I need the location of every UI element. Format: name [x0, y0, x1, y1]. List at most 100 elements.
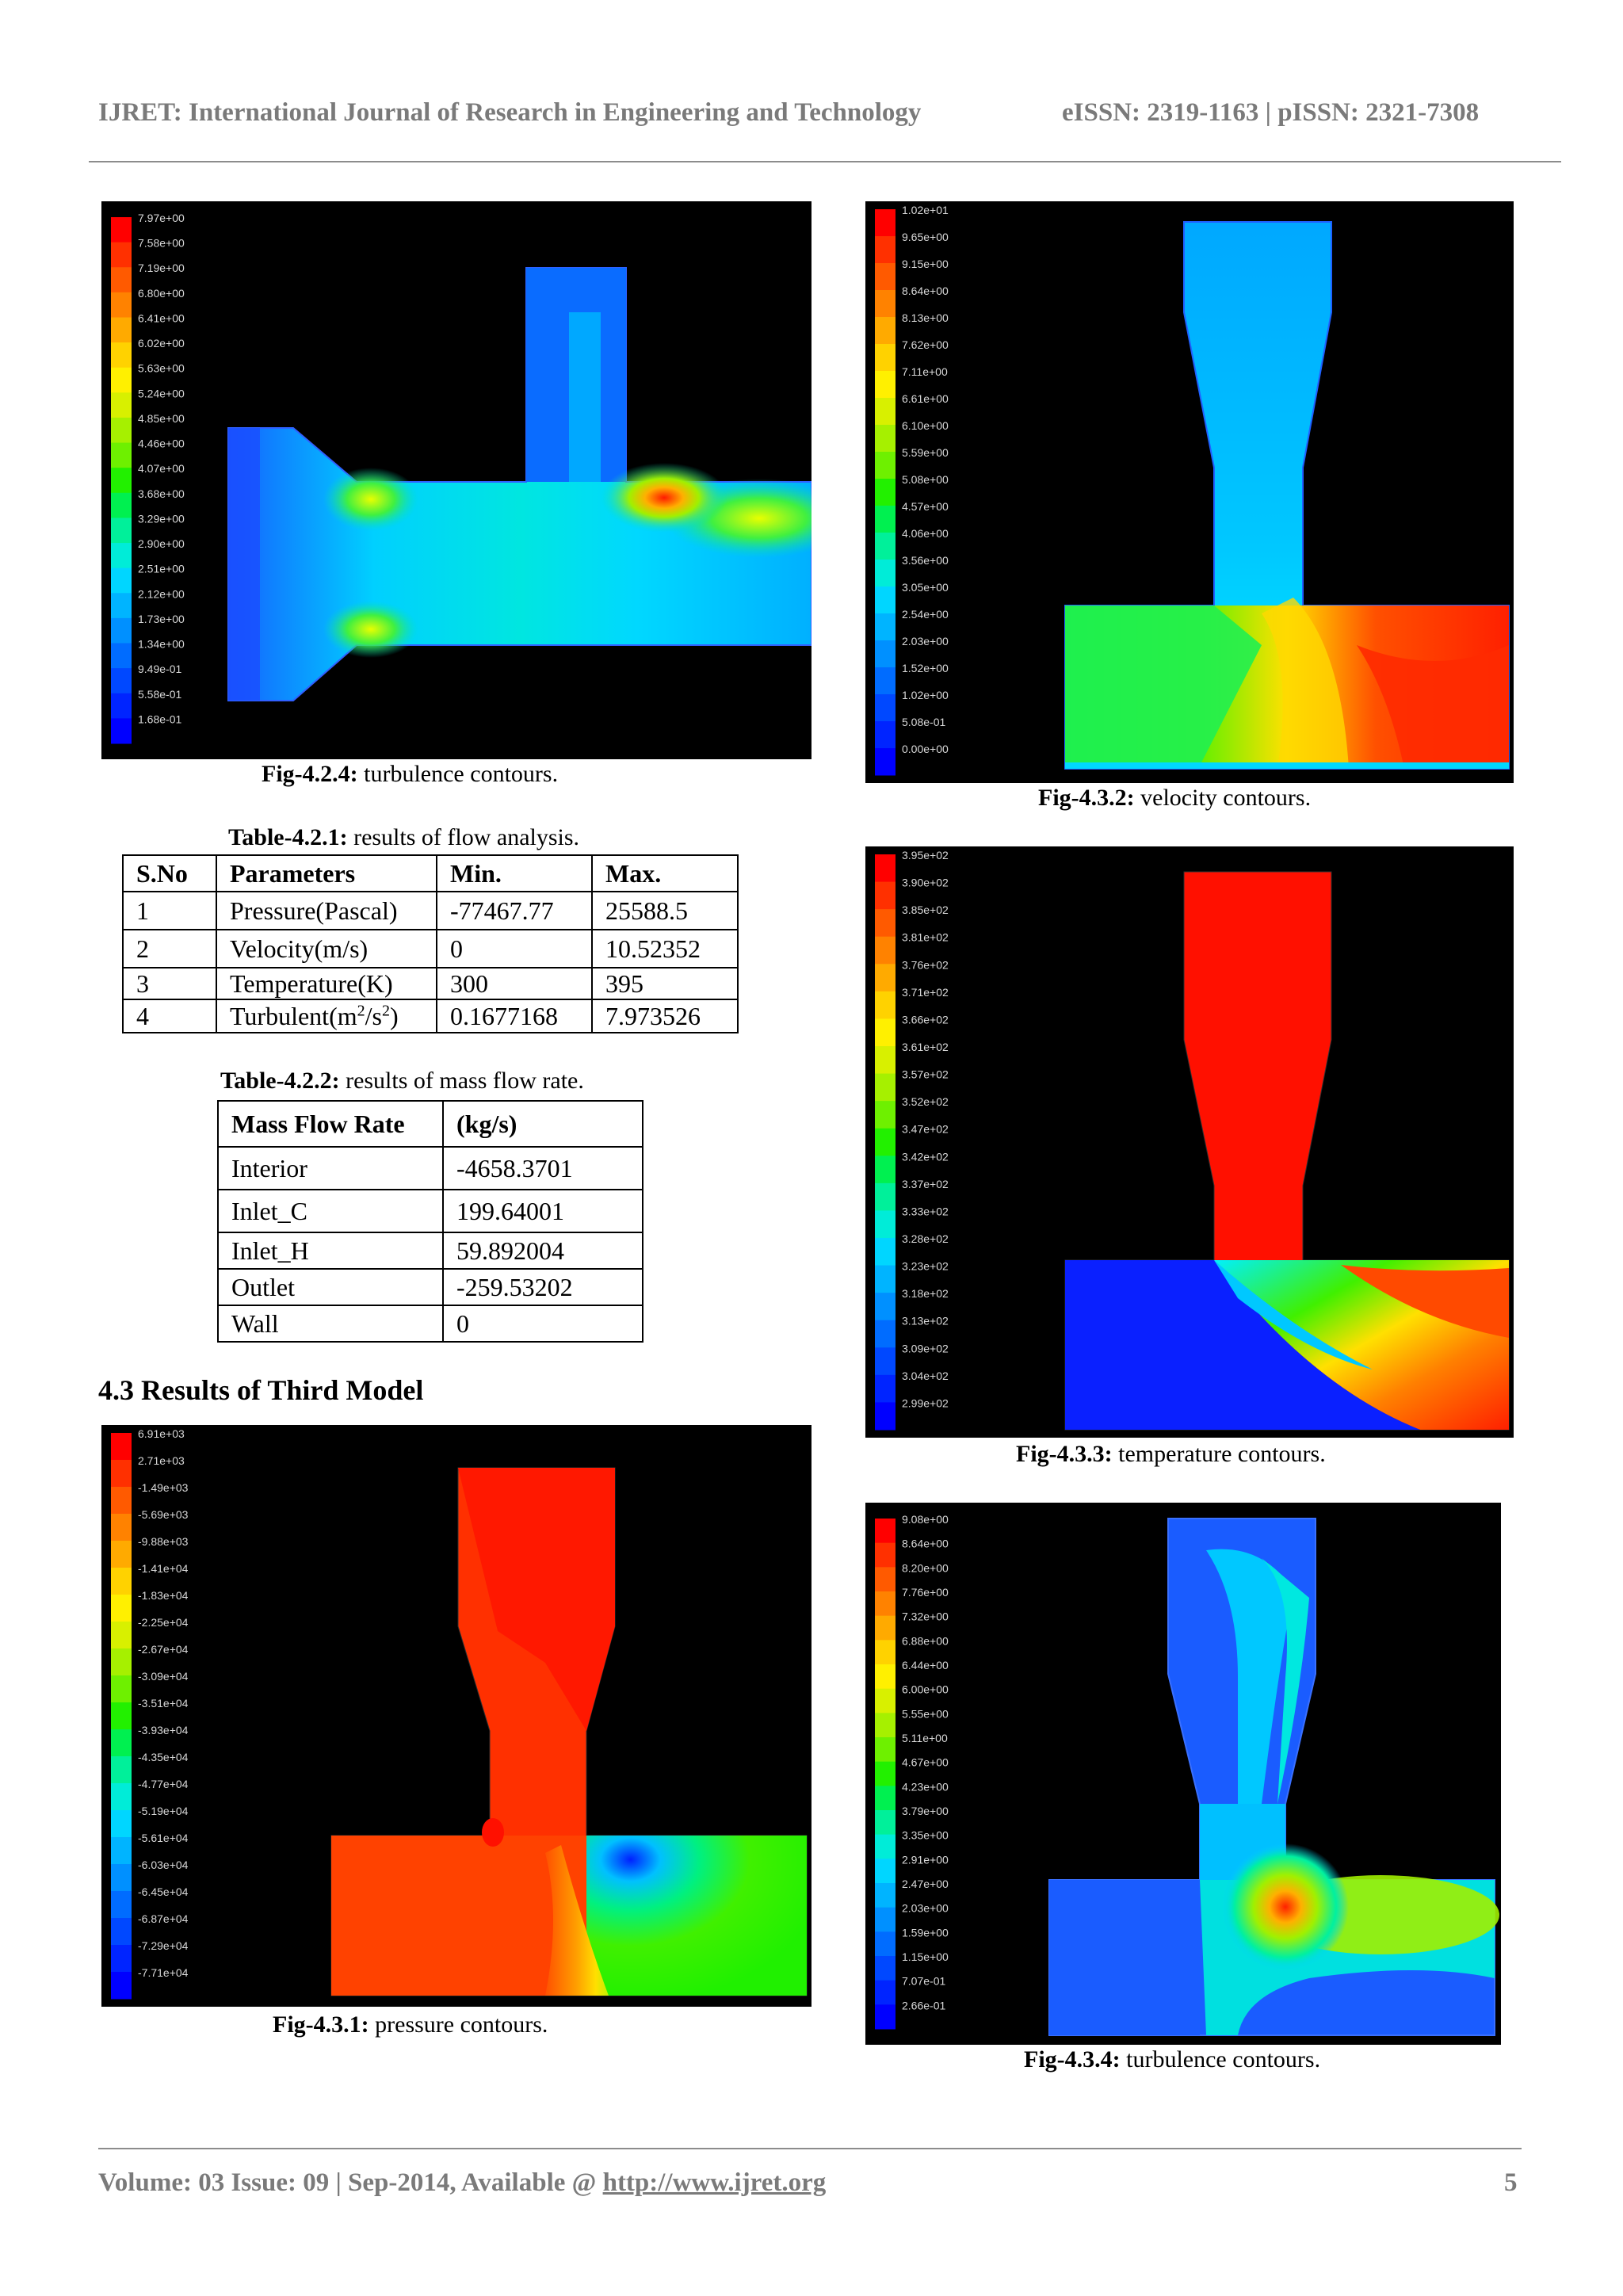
legend-swatch	[111, 1487, 132, 1515]
legend-swatch	[875, 1182, 896, 1211]
legend-swatch	[875, 560, 896, 587]
table-row: Inlet_H 59.892004	[217, 1232, 643, 1270]
table-cell: Inlet_H	[217, 1232, 444, 1270]
legend-tick-label: 6.44e+00	[902, 1659, 949, 1671]
legend-tick-label: 6.10e+00	[902, 419, 949, 432]
legend-tick-label: 2.91e+00	[902, 1853, 949, 1866]
legend-swatch	[875, 1128, 896, 1156]
fig-4-3-1-pressure-contours: 6.91e+03 2.71e+03 -1.49e+03 -5.69e+03 -9.88e…	[101, 1425, 812, 2007]
legend-swatch	[111, 518, 132, 544]
legend-tick-label: 2.12e+00	[138, 587, 185, 600]
legend-swatch	[111, 1783, 132, 1811]
legend-tick-label: 4.57e+00	[902, 500, 949, 513]
legend-tick-label: 2.03e+00	[902, 635, 949, 648]
table-row: 3 Temperature(K) 300 395	[122, 967, 739, 1000]
legend-swatch	[875, 1018, 896, 1047]
table-cell: 395	[591, 967, 739, 1000]
table-row: Inlet_C 199.64001	[217, 1189, 643, 1233]
legend-tick-label: 3.56e+00	[902, 554, 949, 567]
table-row: Interior -4658.3701	[217, 1146, 643, 1190]
legend-swatch	[111, 1810, 132, 1838]
legend-tick-label: -9.88e+03	[138, 1535, 189, 1548]
table-header-cell: (kg/s)	[442, 1100, 643, 1148]
legend-swatch	[111, 367, 132, 393]
legend-tick-label: 9.15e+00	[902, 258, 949, 270]
table-4-2-1-flow-analysis: S.No Parameters Min. Max. 1 Pressure(Pas…	[122, 854, 739, 1033]
legend-tick-label: 6.41e+00	[138, 311, 185, 324]
page-number: 5	[1504, 2168, 1518, 2197]
table-cell: 1	[122, 891, 217, 930]
legend-swatch	[111, 1945, 132, 1973]
legend-tick-label: 1.02e+00	[902, 689, 949, 701]
legend-tick-label: 3.29e+00	[138, 512, 185, 525]
footer-link[interactable]: http://www.ijret.org	[602, 2168, 827, 2197]
legend-tick-label: 1.34e+00	[138, 638, 185, 651]
legend-swatch	[875, 721, 896, 749]
table-4-2-1-caption: Table-4.2.1: results of flow analysis.	[228, 824, 580, 850]
legend-tick-label: 7.19e+00	[138, 262, 185, 274]
legend-tick-label: 1.73e+00	[138, 613, 185, 625]
fig-4-3-3-legend: 3.95e+02 3.90e+02 3.85e+02 3.81e+02 3.76e+02…	[875, 849, 949, 1431]
legend-swatch	[875, 1402, 896, 1431]
legend-swatch	[875, 425, 896, 453]
legend-tick-label: 3.57e+02	[902, 1068, 949, 1081]
legend-swatch	[111, 317, 132, 343]
legend-swatch	[875, 1210, 896, 1239]
table-cell: 199.64001	[442, 1189, 643, 1233]
table-cell: 0	[442, 1305, 643, 1343]
table-4-2-2-mass-flow-rate: Mass Flow Rate (kg/s) Interior -4658.370…	[217, 1100, 643, 1343]
legend-swatch	[875, 613, 896, 641]
legend-tick-label: -1.41e+04	[138, 1562, 189, 1575]
legend-tick-label: 4.67e+00	[902, 1756, 949, 1769]
table-header-row: S.No Parameters Min. Max.	[122, 854, 739, 892]
legend-swatch	[875, 1664, 896, 1690]
journal-title: IJRET: International Journal of Research…	[98, 98, 922, 127]
legend-swatch	[875, 290, 896, 318]
legend-tick-label: 3.09e+02	[902, 1342, 949, 1354]
fig-4-3-4-legend: 9.08e+00 8.64e+00 8.20e+00 7.76e+00 7.32e+00…	[875, 1513, 949, 2030]
legend-tick-label: 7.58e+00	[138, 237, 185, 250]
issn: eISSN: 2319-1163 | pISSN: 2321-7308	[1062, 98, 1480, 127]
legend-tick-label: 3.42e+02	[902, 1150, 949, 1163]
header-rule	[89, 161, 1561, 162]
legend-tick-label: 4.07e+00	[138, 462, 185, 475]
legend-swatch	[875, 1640, 896, 1665]
legend-tick-label: 5.58e-01	[138, 688, 181, 701]
legend-tick-label: 2.03e+00	[902, 1902, 949, 1915]
fig-4-3-3-caption: Fig-4.3.3: temperature contours.	[1016, 1441, 1326, 1467]
legend-tick-label: 6.88e+00	[902, 1634, 949, 1647]
legend-tick-label: 9.08e+00	[902, 1513, 949, 1526]
legend-tick-label: 3.18e+02	[902, 1287, 949, 1300]
legend-tick-label: 6.61e+00	[902, 392, 949, 405]
legend-tick-label: 6.02e+00	[138, 337, 185, 350]
legend-tick-label: 8.13e+00	[902, 311, 949, 324]
legend-swatch	[111, 1864, 132, 1892]
table-cell: Velocity(m/s)	[216, 929, 437, 968]
legend-swatch	[875, 398, 896, 426]
table-header-cell: Parameters	[216, 854, 437, 892]
legend-tick-label: 8.64e+00	[902, 285, 949, 297]
fig-4-3-2-legend: 1.02e+01 9.65e+00 9.15e+00 8.64e+00 8.13e+00…	[875, 204, 949, 776]
legend-swatch	[875, 1737, 896, 1763]
legend-tick-label: 3.05e+00	[902, 581, 949, 594]
legend-tick-label: 4.06e+00	[902, 527, 949, 540]
legend-swatch	[875, 371, 896, 399]
table-cell: 10.52352	[591, 929, 739, 968]
legend-tick-label: -6.87e+04	[138, 1912, 189, 1925]
table-cell: 7.973526	[591, 999, 739, 1033]
legend-swatch	[875, 1293, 896, 1321]
fig-4-2-4-caption: Fig-4.2.4: turbulence contours.	[262, 761, 559, 787]
legend-tick-label: 3.90e+02	[902, 877, 949, 889]
legend-tick-label: 2.47e+00	[902, 1878, 949, 1890]
legend-swatch	[111, 342, 132, 369]
legend-tick-label: 2.54e+00	[902, 608, 949, 621]
fig-4-2-4-turbulence-contours: 7.97e+00 7.58e+00 7.19e+00 6.80e+00 6.41e+00…	[101, 201, 812, 759]
legend-swatch	[111, 1568, 132, 1595]
legend-tick-label: 7.07e-01	[902, 1975, 945, 1988]
legend-tick-label: 3.79e+00	[902, 1805, 949, 1817]
legend-swatch	[111, 617, 132, 644]
table-row: Outlet -259.53202	[217, 1268, 643, 1306]
legend-swatch	[875, 1688, 896, 1713]
legend-swatch	[875, 1786, 896, 1811]
legend-tick-label: 6.00e+00	[902, 1683, 949, 1696]
